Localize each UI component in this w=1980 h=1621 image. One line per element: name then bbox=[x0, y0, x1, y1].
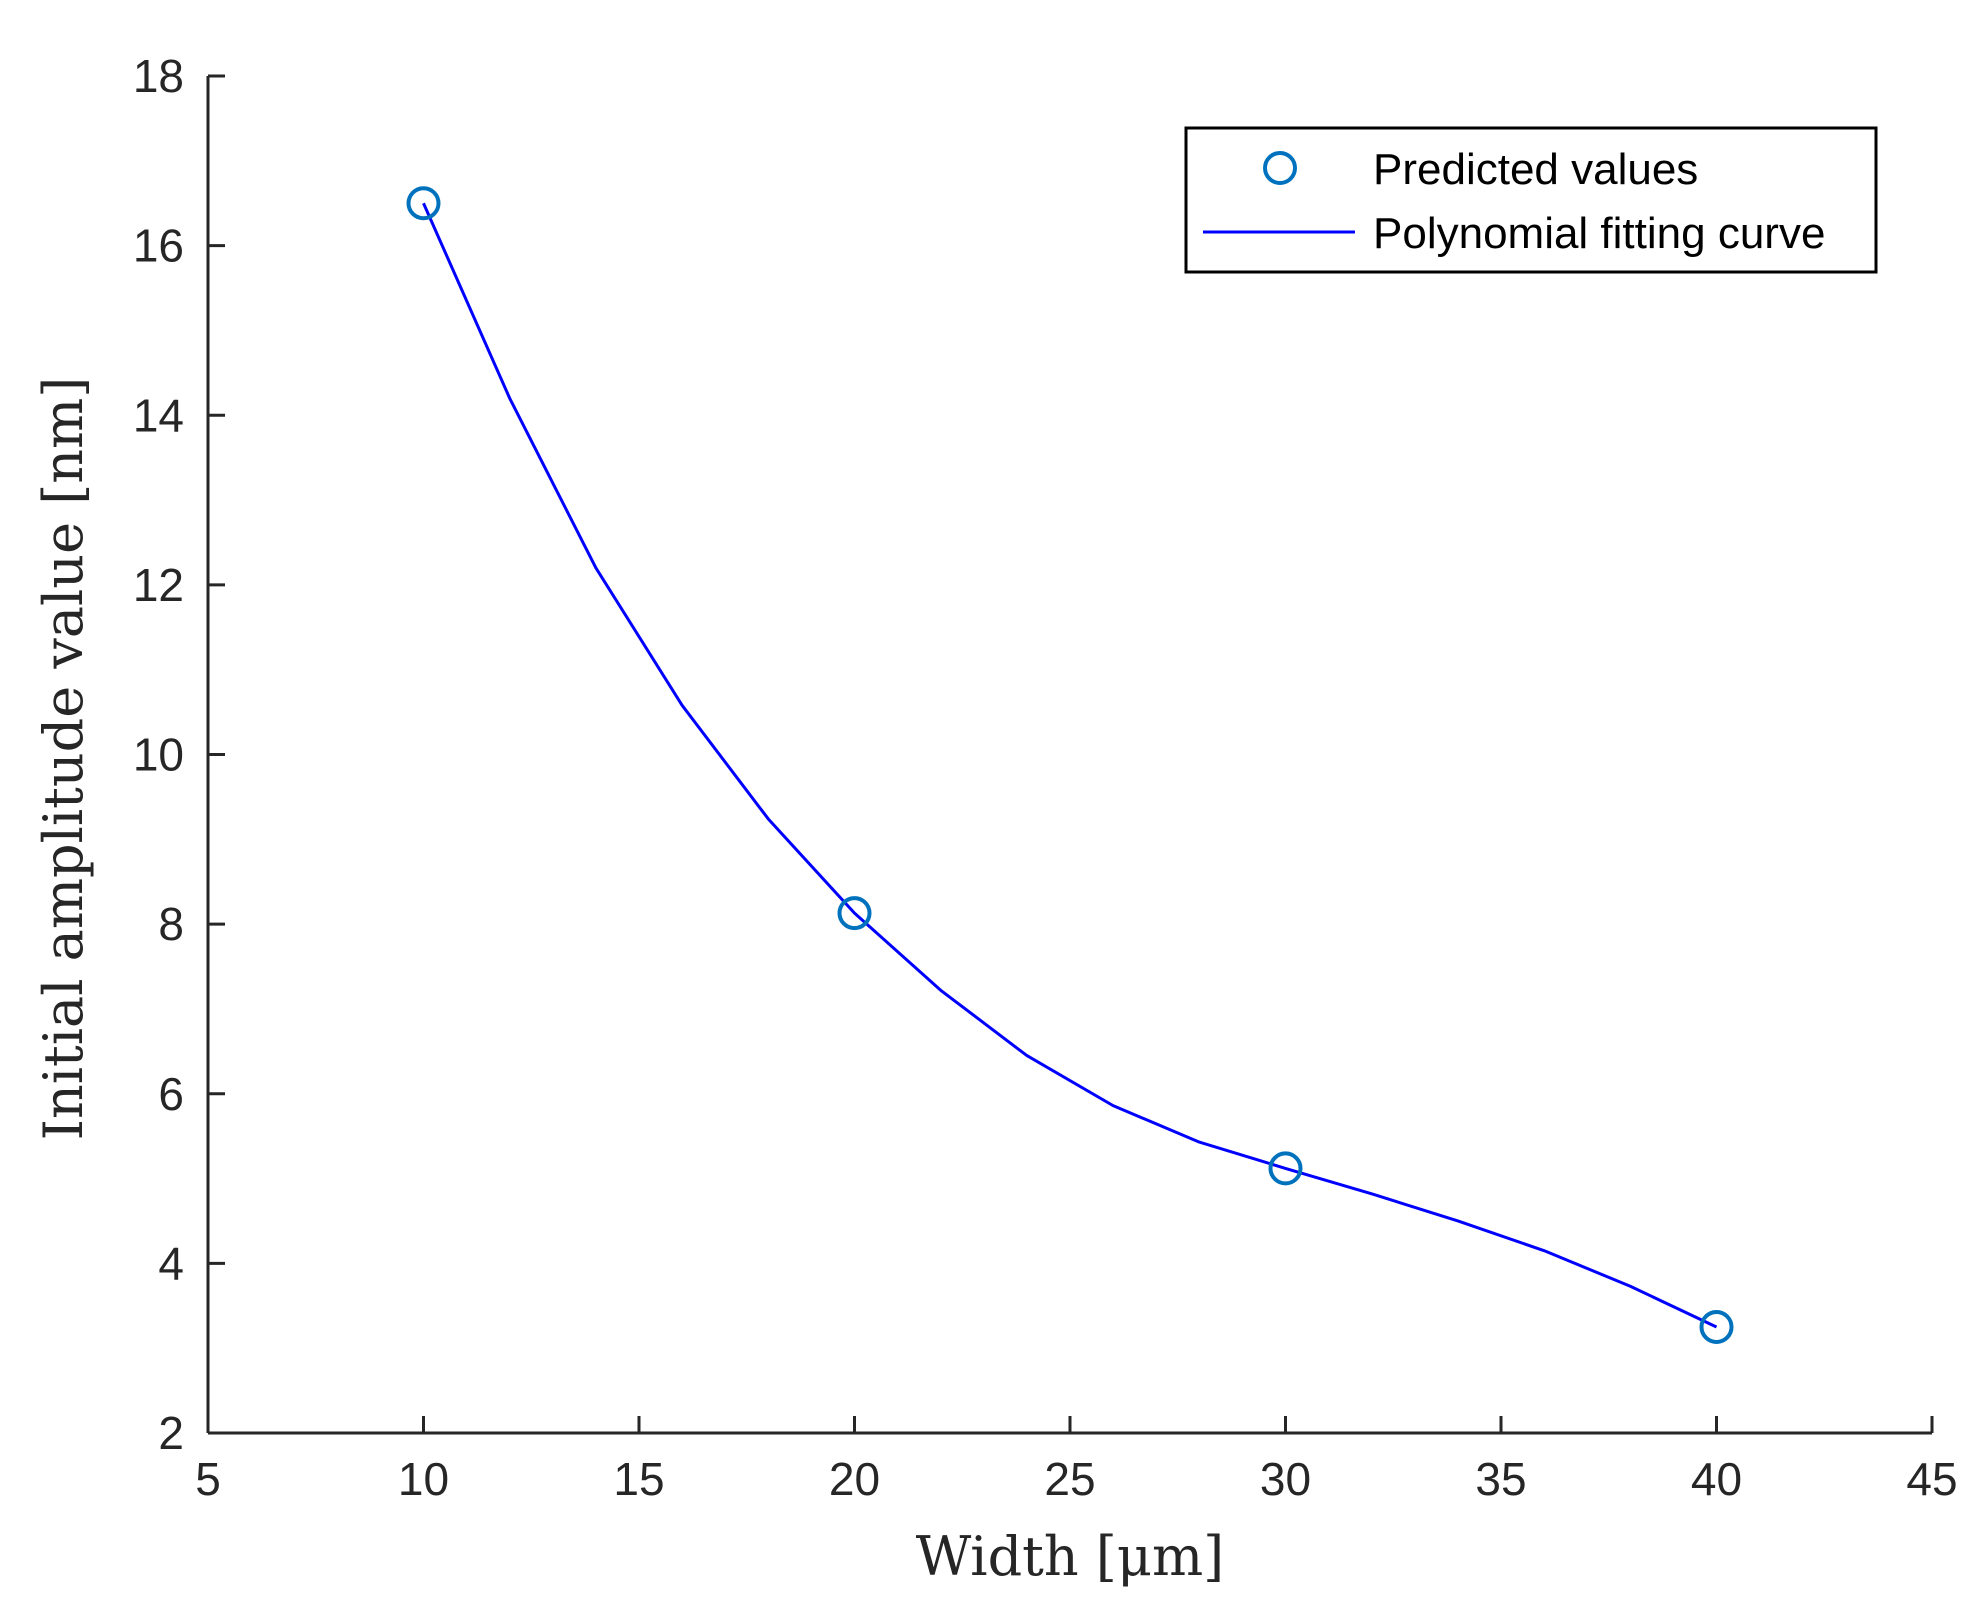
predicted-value-point bbox=[1699, 1309, 1734, 1344]
legend-label-predicted-values: Predicted values bbox=[1373, 145, 1698, 194]
y-tick-label: 2 bbox=[158, 1407, 184, 1459]
y-tick-label: 4 bbox=[158, 1237, 184, 1289]
x-tick-label: 15 bbox=[613, 1453, 664, 1505]
predicted-value-point bbox=[1268, 1151, 1303, 1186]
x-tick-label: 40 bbox=[1691, 1453, 1742, 1505]
predicted-value-point bbox=[406, 186, 441, 221]
predicted-value-point bbox=[837, 896, 872, 931]
y-tick-label: 16 bbox=[133, 220, 184, 272]
axes: 5 10 15 20 25 30 35 40 45 2 4 6 8 10 12 14 16 18 bbox=[133, 50, 1958, 1505]
x-axis-title: Width [μm] bbox=[916, 1525, 1224, 1588]
legend: Predicted values Polynomial fitting curv… bbox=[1184, 126, 1878, 274]
y-tick-label: 8 bbox=[158, 898, 184, 950]
y-axis-title: Initial amplitude value [nm] bbox=[32, 377, 95, 1141]
x-tick-label: 5 bbox=[195, 1453, 221, 1505]
y-tick-label: 6 bbox=[158, 1068, 184, 1120]
x-tick-label: 20 bbox=[829, 1453, 880, 1505]
x-tick-label: 35 bbox=[1475, 1453, 1526, 1505]
legend-marker-predicted-values bbox=[1263, 151, 1297, 185]
x-tick-label: 30 bbox=[1260, 1453, 1311, 1505]
y-tick-label: 12 bbox=[133, 559, 184, 611]
y-tick-label: 10 bbox=[133, 729, 184, 781]
x-tick-label: 25 bbox=[1044, 1453, 1095, 1505]
y-tick-label: 14 bbox=[133, 389, 184, 441]
legend-label-polynomial-fitting-curve: Polynomial fitting curve bbox=[1373, 209, 1825, 258]
y-tick-label: 18 bbox=[133, 50, 184, 102]
polynomial-fitting-curve-line bbox=[422, 202, 1718, 1329]
x-tick-label: 10 bbox=[398, 1453, 449, 1505]
plot-area bbox=[406, 186, 1734, 1344]
x-tick-label: 45 bbox=[1906, 1453, 1957, 1505]
legend-box bbox=[1184, 126, 1878, 274]
